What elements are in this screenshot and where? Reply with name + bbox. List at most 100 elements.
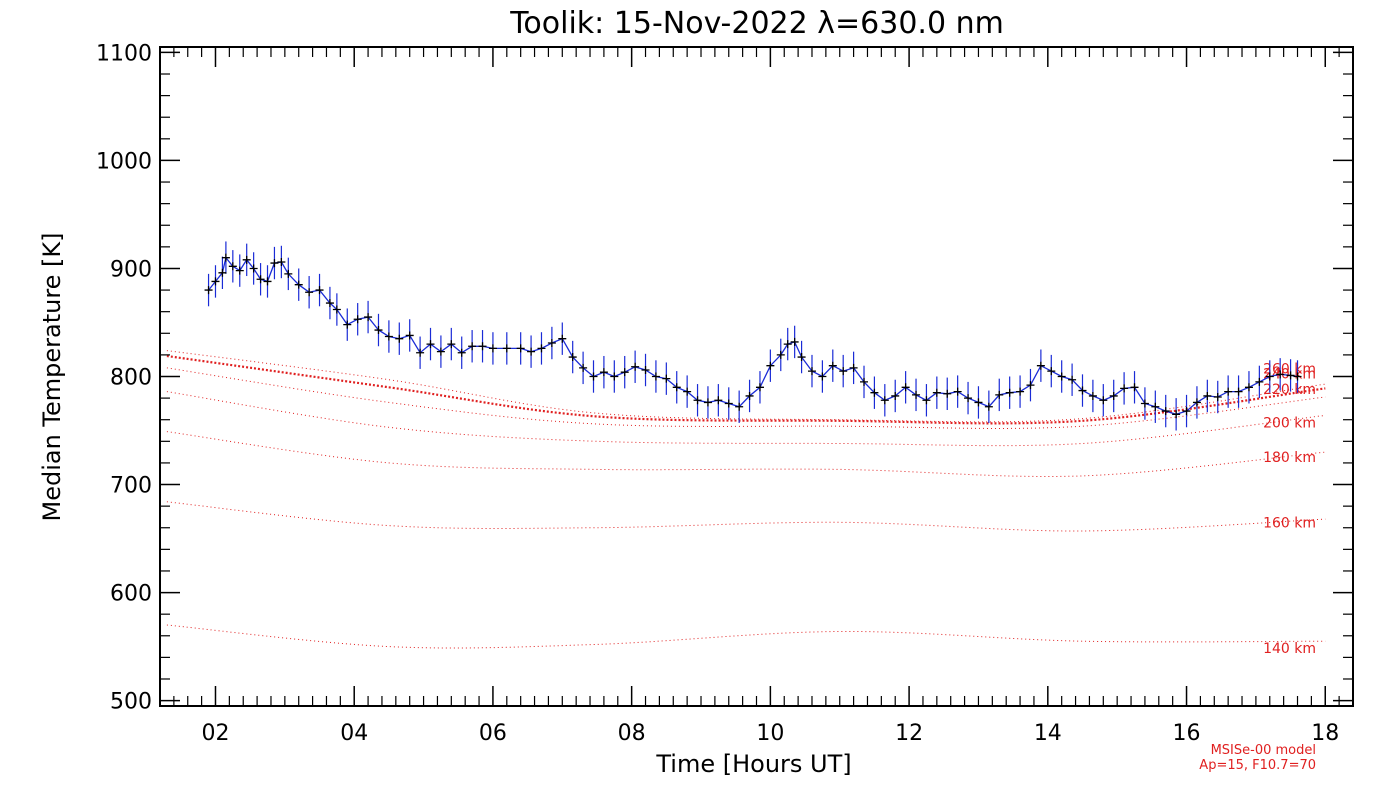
x-tick-label: 14: [1034, 721, 1062, 746]
data-point: [891, 391, 900, 400]
data-point: [527, 347, 536, 356]
data-point: [384, 332, 393, 341]
data-point: [256, 275, 265, 284]
model-curve: [166, 367, 1326, 429]
data-point: [284, 269, 293, 278]
x-axis-label: Time [Hours UT]: [655, 750, 851, 778]
data-point: [693, 396, 702, 405]
data-point: [1088, 391, 1097, 400]
data-point: [651, 372, 660, 381]
plot-frame: [159, 46, 1354, 707]
data-point: [315, 286, 324, 295]
data-point: [1140, 399, 1149, 408]
model-curve-label: 260 km: [1263, 361, 1316, 377]
data-point: [828, 361, 837, 370]
data-point: [1203, 391, 1212, 400]
model-curve-label: 180 km: [1263, 450, 1316, 466]
data-point: [353, 315, 362, 324]
data-point: [1293, 372, 1302, 381]
data-point: [242, 255, 251, 264]
data-point: [228, 262, 237, 271]
data-point: [1255, 377, 1264, 386]
data-point: [745, 391, 754, 400]
y-tick-label: 1000: [96, 149, 152, 174]
data-point: [984, 402, 993, 411]
x-tick-label: 04: [340, 721, 368, 746]
temperature-series: [204, 241, 1302, 431]
data-point: [1224, 387, 1233, 396]
data-point: [249, 264, 258, 273]
data-point: [325, 299, 334, 308]
y-tick-label: 1100: [96, 41, 152, 66]
data-point: [1005, 388, 1014, 397]
y-tick-label: 500: [110, 690, 152, 715]
model-curve: [166, 624, 1326, 649]
data-point: [568, 353, 577, 362]
data-point: [901, 383, 910, 392]
data-point: [1276, 370, 1285, 379]
data-point: [332, 305, 341, 314]
data-point: [1161, 407, 1170, 416]
data-point: [870, 388, 879, 397]
x-tick-label: 12: [895, 721, 923, 746]
model-curve: [166, 354, 1326, 425]
data-point: [1099, 396, 1108, 405]
data-point: [218, 268, 227, 277]
data-point: [849, 363, 858, 372]
data-point: [662, 374, 671, 383]
model-curve: [166, 501, 1326, 532]
data-point: [672, 383, 681, 392]
model-curve-label: 220 km: [1263, 382, 1316, 398]
data-point: [1016, 387, 1025, 396]
data-point: [426, 340, 435, 349]
data-point: [235, 266, 244, 275]
x-tick-label: 06: [479, 721, 507, 746]
data-point: [714, 396, 723, 405]
data-point: [1120, 384, 1129, 393]
data-point: [860, 377, 869, 386]
data-point: [558, 334, 567, 343]
axis-ticks: 500 600 700 800 900 1000 1100 02 04 06 08 10 12 14 16 1…: [96, 41, 1354, 746]
data-point: [270, 259, 279, 268]
chart-title: Toolik: 15-Nov-2022 λ=630.0 nm: [509, 6, 1004, 41]
y-tick-label: 700: [110, 474, 152, 499]
data-point: [839, 367, 848, 376]
data-point: [995, 390, 1004, 399]
data-point: [683, 387, 692, 396]
model-curve-label: 140 km: [1263, 641, 1316, 657]
data-point: [1286, 371, 1295, 380]
data-point: [631, 362, 640, 371]
data-point: [395, 334, 404, 343]
data-point: [1182, 407, 1191, 416]
data-point: [516, 344, 525, 353]
y-axis-label: Median Temperature [K]: [38, 232, 66, 521]
data-point: [1078, 386, 1087, 395]
data-point: [277, 257, 286, 266]
data-point: [211, 277, 220, 286]
data-point: [547, 339, 556, 348]
data-point: [818, 372, 827, 381]
model-curve-label: 200 km: [1263, 415, 1316, 431]
data-point: [641, 366, 650, 375]
data-point: [1172, 410, 1181, 419]
data-point: [620, 368, 629, 377]
data-point: [922, 396, 931, 405]
data-point: [1109, 391, 1118, 400]
data-point: [343, 320, 352, 329]
data-point: [447, 340, 456, 349]
data-point: [880, 396, 889, 405]
data-point: [932, 388, 941, 397]
x-tick-label: 02: [201, 721, 229, 746]
model-curve: [166, 350, 1326, 423]
model-curve-label: 160 km: [1263, 516, 1316, 532]
data-point: [364, 313, 373, 322]
data-point: [953, 387, 962, 396]
x-tick-label: 18: [1311, 721, 1339, 746]
data-point: [1213, 393, 1222, 402]
data-point: [974, 398, 983, 407]
data-point: [790, 337, 799, 346]
data-point: [502, 344, 511, 353]
model-note-line2: Ap=15, F10.7=70: [1199, 758, 1316, 773]
